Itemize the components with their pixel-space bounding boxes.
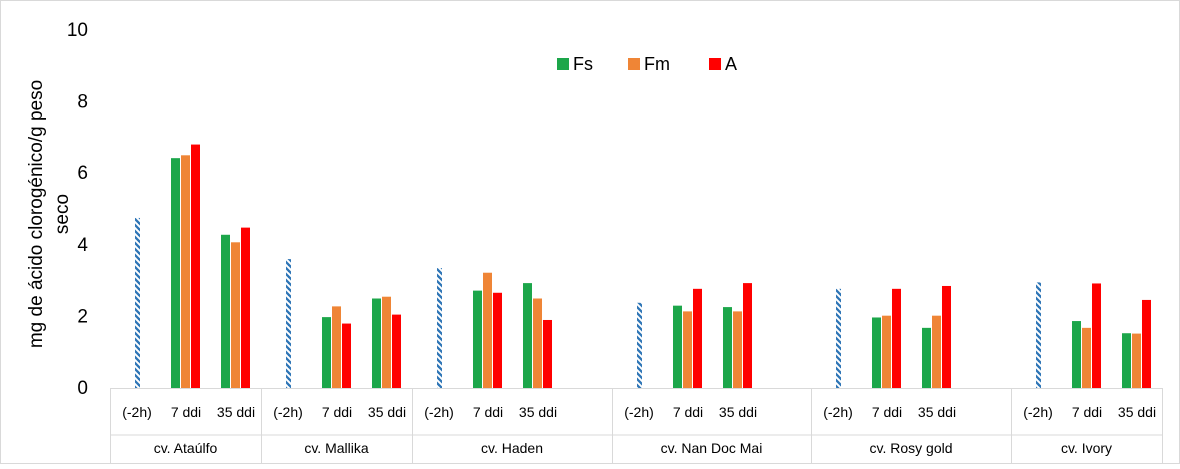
- bar-baseline: [836, 288, 841, 388]
- bar-a: [1142, 299, 1151, 388]
- legend-swatch-fs: [557, 58, 569, 70]
- y-tick-label: 2: [77, 306, 88, 327]
- bar-fs: [673, 305, 682, 388]
- category-label: cv. Haden: [481, 440, 543, 456]
- bar-a: [342, 323, 351, 388]
- category-label: cv. Mallika: [304, 440, 369, 456]
- bar-fs: [723, 307, 732, 388]
- y-tick-label: 8: [77, 92, 88, 113]
- bar-a: [543, 319, 552, 388]
- bar-fs: [372, 298, 381, 388]
- category-label: cv. Ivory: [1061, 440, 1112, 456]
- bar-fm: [683, 311, 692, 388]
- bar-fs: [1122, 333, 1131, 388]
- bar-a: [942, 285, 951, 388]
- x-tick-label: 7 ddi: [322, 404, 352, 420]
- y-axis-label: mg de ácido clorogénico/g peso seco: [26, 80, 73, 348]
- bar-fm: [483, 272, 492, 388]
- x-tick-label: 35 ddi: [368, 404, 406, 420]
- bar-fm: [733, 311, 742, 388]
- bar-fm: [231, 242, 240, 388]
- x-tick-label: (-2h): [273, 404, 303, 420]
- x-tick-label: 7 ddi: [171, 404, 201, 420]
- x-tick-label: 7 ddi: [673, 404, 703, 420]
- bar-baseline: [437, 268, 442, 388]
- x-tick-label: (-2h): [624, 404, 654, 420]
- bar-a: [493, 292, 502, 388]
- y-tick-label: 4: [77, 235, 88, 256]
- bar-baseline: [1036, 282, 1041, 388]
- bar-baseline: [135, 217, 140, 388]
- bar-fs: [322, 317, 331, 388]
- legend-label-a: A: [725, 54, 737, 74]
- bar-baseline: [637, 302, 642, 388]
- x-tick-label: (-2h): [1023, 404, 1053, 420]
- legend-swatch-fm: [628, 58, 640, 70]
- x-tick-label: 35 ddi: [1118, 404, 1156, 420]
- legend-swatch-a: [709, 58, 721, 70]
- category-label: cv. Ataúlfo: [154, 440, 218, 456]
- legend-label-fm: Fm: [644, 54, 670, 74]
- bar-fs: [1072, 321, 1081, 388]
- category-label: cv. Nan Doc Mai: [661, 440, 763, 456]
- bar-fs: [171, 158, 180, 388]
- x-tick-label: (-2h): [823, 404, 853, 420]
- bar-a: [241, 227, 250, 388]
- x-tick-label: 7 ddi: [1072, 404, 1102, 420]
- bar-fs: [473, 290, 482, 388]
- legend-label-fs: Fs: [573, 54, 593, 74]
- bar-baseline: [286, 259, 291, 388]
- bar-fm: [181, 155, 190, 388]
- bar-fm: [882, 315, 891, 388]
- bar-a: [693, 288, 702, 388]
- bar-fs: [523, 283, 532, 388]
- y-tick-label: 10: [67, 20, 88, 41]
- x-tick-label: 35 ddi: [918, 404, 956, 420]
- bar-fs: [221, 234, 230, 388]
- y-tick-label: 6: [77, 163, 88, 184]
- category-label: cv. Rosy gold: [870, 440, 953, 456]
- bar-fm: [1132, 333, 1141, 388]
- x-tick-label: 35 ddi: [719, 404, 757, 420]
- bar-fm: [932, 315, 941, 388]
- y-tick-label: 0: [77, 378, 88, 399]
- bar-a: [743, 283, 752, 388]
- x-tick-label: (-2h): [122, 404, 152, 420]
- bar-fm: [382, 296, 391, 388]
- bar-a: [191, 144, 200, 388]
- x-tick-label: (-2h): [424, 404, 454, 420]
- bar-a: [892, 288, 901, 388]
- bar-fs: [872, 317, 881, 388]
- x-tick-label: 35 ddi: [519, 404, 557, 420]
- bar-fm: [1082, 327, 1091, 388]
- bar-fm: [332, 306, 341, 388]
- bar-a: [392, 314, 401, 388]
- bar-a: [1092, 283, 1101, 388]
- x-tick-label: 7 ddi: [872, 404, 902, 420]
- x-tick-label: 35 ddi: [217, 404, 255, 420]
- bar-fs: [922, 327, 931, 388]
- x-tick-label: 7 ddi: [473, 404, 503, 420]
- bar-fm: [533, 298, 542, 388]
